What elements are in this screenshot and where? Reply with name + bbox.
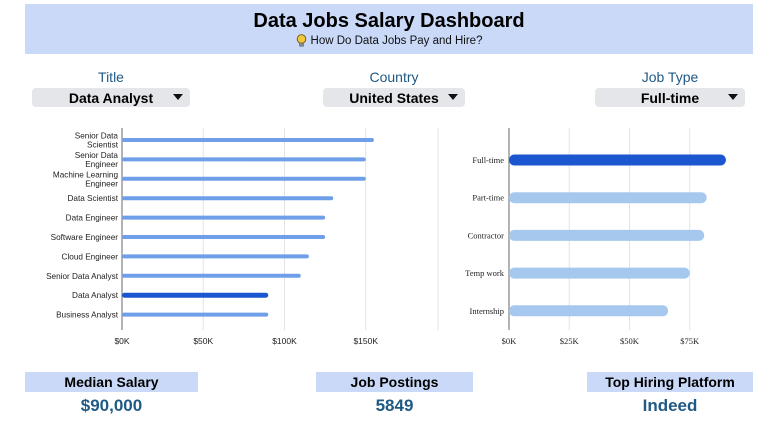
bar-software-engineer [122,235,326,239]
bar-data-scientist [122,196,334,201]
bar-business-analyst [122,312,269,317]
median-salary-card: Median Salary $90,000 [25,372,198,416]
subtitle-text: How Do Data Jobs Pay and Hire? [310,35,483,47]
bar-machine-learning-engineer [122,176,366,181]
category-label: Temp work [465,268,505,278]
job-postings-label: Job Postings [316,372,473,392]
bar-internship [509,305,669,317]
x-tick-label: $0K [502,336,518,346]
category-label: Data Analyst [72,291,119,300]
page-subtitle: How Do Data Jobs Pay and Hire? [296,34,483,48]
job-postings-card: Job Postings 5849 [316,372,473,416]
x-tick-label: $25K [560,336,580,346]
title-dropdown[interactable]: Data Analyst [32,88,190,107]
bar-contractor [509,229,705,241]
country-dropdown-value: United States [349,89,439,106]
category-label: Part-time [472,193,504,203]
median-salary-value: $90,000 [80,396,143,415]
bar-data-engineer [122,215,326,220]
category-label: Contractor [468,230,505,240]
category-label: Senior Data [75,151,119,160]
dashboard-header: Data Jobs Salary Dashboard How Do Data J… [25,4,753,54]
job-type-filter: Job Type Full-time [595,69,745,107]
country-filter-label: Country [369,69,419,85]
job-postings-value: 5849 [375,396,414,415]
title-filter: Title Data Analyst [32,69,190,107]
x-tick-label: $150K [353,336,378,346]
bar-data-analyst [122,292,269,298]
category-label: Internship [470,306,504,316]
top-platform-card: Top Hiring Platform Indeed [587,372,753,416]
chevron-down-icon [448,94,458,100]
x-tick-label: $100K [272,336,297,346]
bar-part-time [509,192,707,204]
job-type-dropdown-value: Full-time [640,89,700,106]
title-dropdown-value: Data Analyst [68,89,154,106]
category-label: Business Analyst [56,311,119,320]
category-label: Cloud Engineer [62,252,119,261]
job-type-dropdown[interactable]: Full-time [595,88,745,107]
x-tick-label: $50K [193,336,213,346]
category-label: Senior Data [75,132,119,141]
bar-senior-data-scientist [122,138,374,142]
median-salary-label: Median Salary [25,372,198,392]
category-label: Senior Data Analyst [46,272,119,281]
category-label: Machine Learning [53,170,119,179]
bar-cloud-engineer [122,254,309,259]
bar-full-time [509,154,726,166]
title-filter-label: Title [98,69,124,85]
top-platform-label: Top Hiring Platform [587,372,753,392]
chevron-down-icon [173,94,183,100]
category-label: Engineer [85,179,118,188]
lightbulb-icon [296,34,306,47]
country-dropdown[interactable]: United States [323,88,465,107]
category-label: Scientist [87,141,119,150]
category-label: Full-time [472,155,504,165]
bar-temp-work [509,267,690,279]
category-label: Software Engineer [51,233,119,242]
x-tick-label: $0K [114,336,129,346]
bar-senior-data-engineer [122,157,366,162]
page-title: Data Jobs Salary Dashboard [253,10,525,32]
salary-by-job-type-chart: $0K $25K $50K $75K Full-time Part-time Contrac… [465,128,726,346]
chevron-down-icon [728,94,738,100]
category-label: Data Scientist [67,194,118,203]
category-label: Engineer [85,160,118,169]
x-tick-label: $75K [680,336,700,346]
top-platform-value: Indeed [642,396,698,415]
category-label: Data Engineer [66,214,119,223]
country-filter: Country United States [323,69,465,107]
bar-senior-data-analyst [122,273,301,278]
job-type-filter-label: Job Type [641,69,699,85]
x-tick-label: $50K [620,336,640,346]
